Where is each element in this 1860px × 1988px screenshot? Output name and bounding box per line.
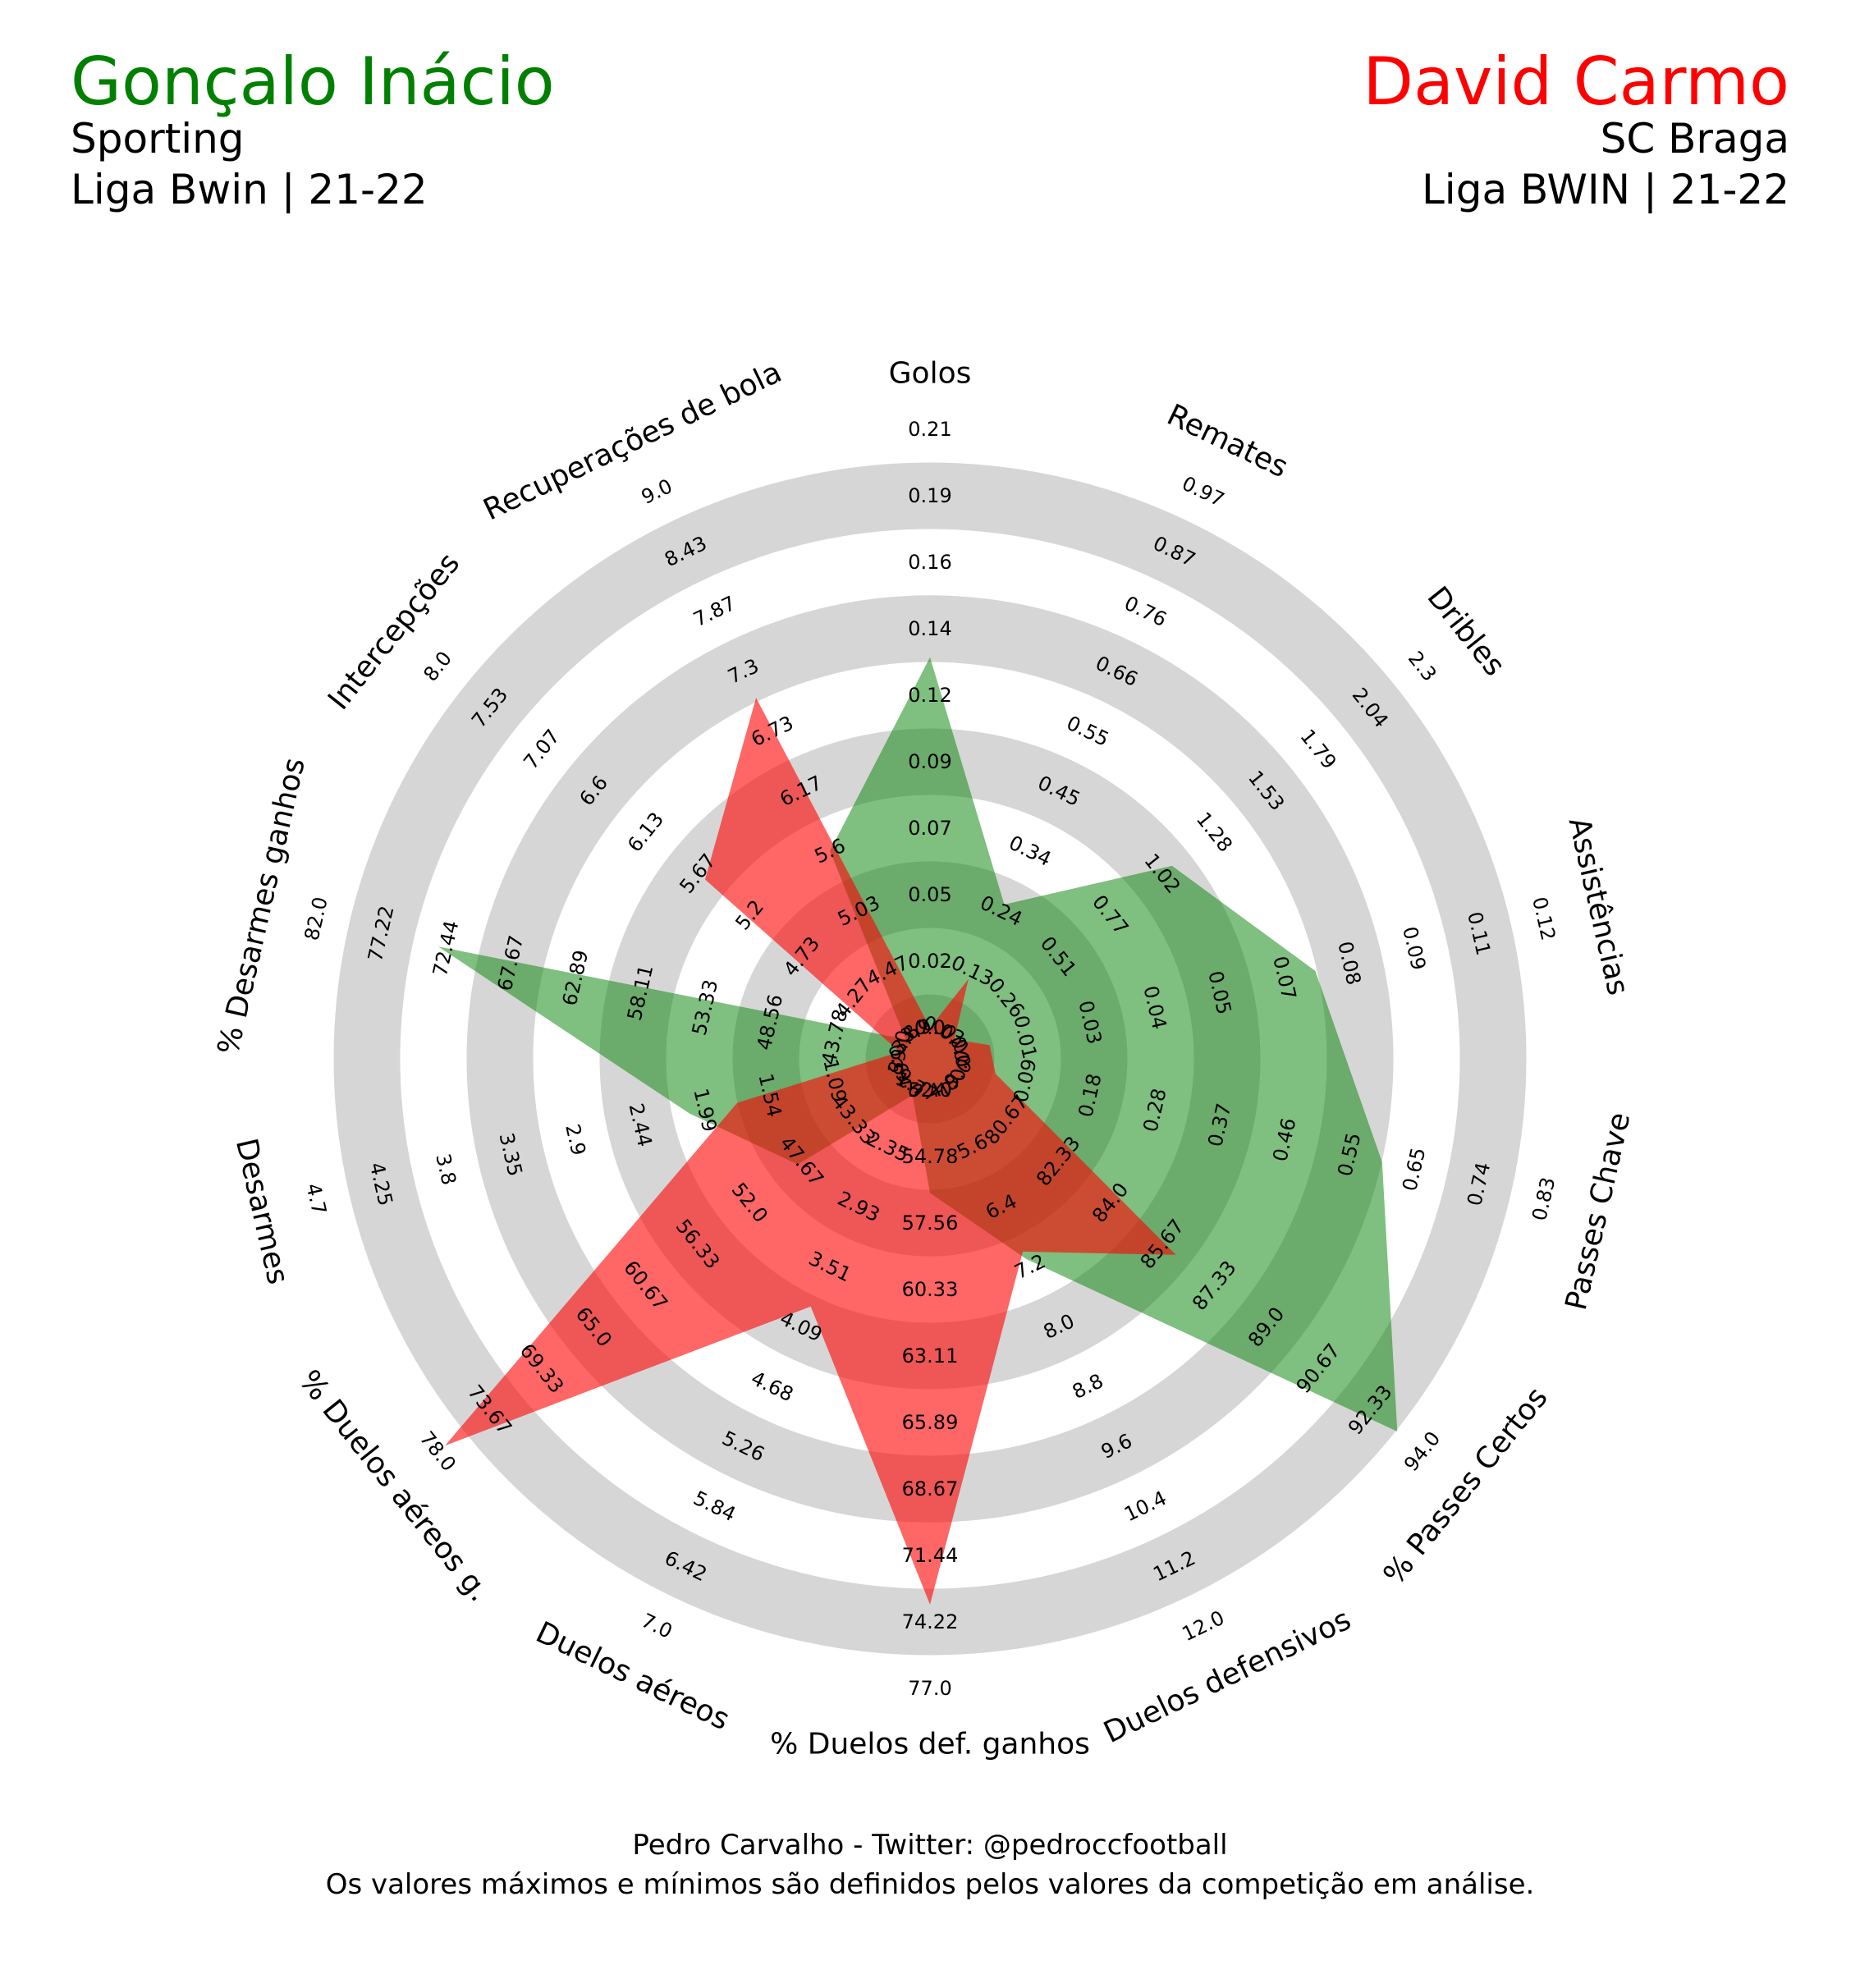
tick-label: 0.0 xyxy=(914,1016,946,1039)
tick-label: 7.87 xyxy=(689,592,739,631)
footer-note: Os valores máximos e mínimos são definid… xyxy=(325,1868,1535,1901)
tick-label: 9.0 xyxy=(638,474,676,509)
tick-label: 10.4 xyxy=(1120,1486,1170,1526)
tick-label: 57.56 xyxy=(902,1212,959,1234)
left-player-team: Sporting xyxy=(71,115,245,163)
tick-label: 0.55 xyxy=(1063,712,1112,751)
tick-label: 3.8 xyxy=(431,1152,460,1187)
param-label: % Desarmes ganhos xyxy=(212,755,312,1058)
tick-label: 0.65 xyxy=(1398,1145,1430,1193)
tick-label: 1.28 xyxy=(1192,808,1237,856)
tick-label: 0.12 xyxy=(1528,895,1560,942)
tick-label: 0.07 xyxy=(908,817,951,840)
tick-label: 94.0 xyxy=(1400,1427,1445,1476)
tick-label: 78.0 xyxy=(415,1427,460,1476)
tick-label: 54.78 xyxy=(902,1145,959,1168)
tick-label: 5.84 xyxy=(689,1486,739,1526)
param-label: Assistências xyxy=(1562,814,1635,998)
tick-label: 68.67 xyxy=(902,1477,959,1500)
param-label: Remates xyxy=(1161,398,1293,484)
tick-label: 2.9 xyxy=(561,1122,590,1157)
series-polygon-right-player xyxy=(445,698,1176,1605)
tick-label: 0.97 xyxy=(1179,472,1228,511)
tick-label: 0.05 xyxy=(908,883,951,906)
tick-label: 6.13 xyxy=(623,808,668,856)
param-label: Passes Chave xyxy=(1560,1110,1638,1313)
param-label: Duelos defensivos xyxy=(1098,1603,1356,1750)
param-label: Golos xyxy=(889,357,972,391)
tick-label: 65.89 xyxy=(902,1411,959,1434)
tick-label: 0.83 xyxy=(1528,1175,1560,1223)
tick-label: 0.16 xyxy=(908,551,951,574)
tick-label: 82.0 xyxy=(300,895,332,942)
footer-credit: Pedro Carvalho - Twitter: @pedroccfootba… xyxy=(632,1829,1228,1862)
right-player-competition: Liga BWIN | 21-22 xyxy=(1421,166,1789,213)
left-player-name: Gonçalo Inácio xyxy=(71,44,555,120)
tick-label: 77.0 xyxy=(908,1677,951,1700)
tick-label: 52.0 xyxy=(908,1079,951,1102)
tick-label: 0.09 xyxy=(908,750,951,773)
tick-label: 71.44 xyxy=(902,1544,959,1567)
tick-label: 0.14 xyxy=(908,617,951,640)
right-player-name: David Carmo xyxy=(1363,44,1789,120)
tick-label: 2.3 xyxy=(1404,647,1441,685)
param-label: Intercepções xyxy=(322,547,466,716)
tick-label: 60.33 xyxy=(902,1278,959,1301)
tick-label: 0.21 xyxy=(908,418,951,441)
tick-label: 0.34 xyxy=(1006,831,1055,871)
tick-label: 4.68 xyxy=(748,1367,797,1406)
tick-label: 0.09 xyxy=(1398,924,1430,972)
tick-label: 0.02 xyxy=(908,950,951,973)
tick-label: 8.0 xyxy=(419,647,456,685)
tick-label: 1.79 xyxy=(1295,725,1340,773)
tick-label: 12.0 xyxy=(1179,1606,1228,1646)
left-player-competition: Liga Bwin | 21-22 xyxy=(71,166,428,213)
tick-label: 0.76 xyxy=(1120,592,1170,631)
tick-label: 4.7 xyxy=(301,1181,331,1216)
right-player-team: SC Braga xyxy=(1600,115,1789,163)
tick-label: 72.44 xyxy=(428,918,464,978)
tick-label: 63.11 xyxy=(902,1344,959,1367)
tick-label: 7.07 xyxy=(519,725,564,773)
param-label: Duelos aéreos xyxy=(530,1615,734,1737)
tick-label: 74.22 xyxy=(902,1610,959,1633)
param-label: Desarmes xyxy=(229,1135,295,1287)
tick-label: 8.8 xyxy=(1069,1369,1107,1404)
tick-label: 0.19 xyxy=(908,484,951,507)
tick-label: 0.12 xyxy=(908,684,951,707)
param-label: % Duelos def. ganhos xyxy=(770,1728,1090,1761)
tick-label: 7.0 xyxy=(638,1609,676,1643)
